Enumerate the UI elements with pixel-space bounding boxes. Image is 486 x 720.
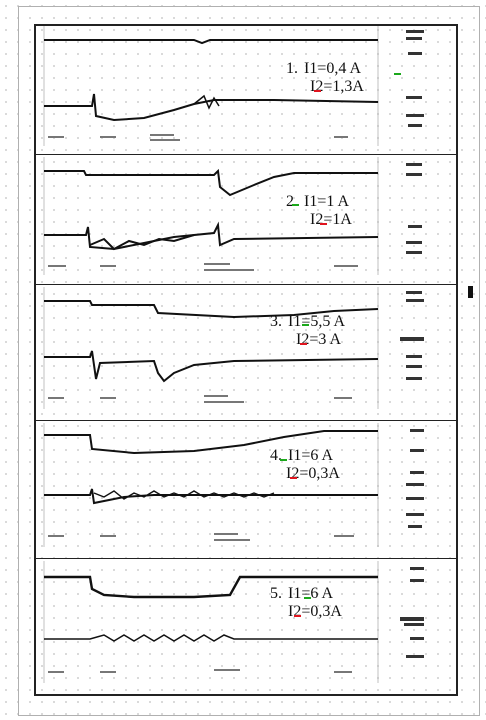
oscillogram-1-traces [43,26,424,146]
oscillogram-stack [34,24,458,696]
oscillogram-panel-1: 1. I1=0,4 A I2=1,3A [34,24,458,155]
oscillogram-2-traces [43,157,422,275]
red-mark [320,223,327,225]
oscillogram-panel-3: 3. I1=5,5 A I2=3 A [34,285,458,421]
red-mark [300,343,307,345]
label-current-1: I1=1 A [304,193,350,210]
trace-lower [44,634,378,642]
oscillogram-4-traces [43,423,424,547]
label-line-1: 3. [270,313,282,330]
red-mark [314,90,321,92]
label-current-2: I2=1,3A [310,78,364,95]
green-mark [292,204,299,206]
trace-upper [44,168,378,197]
label-current-2: I2=1A [310,211,352,228]
oscillogram-5-traces [43,561,424,683]
oscillogram-panel-5: 5. I1=6 A I2=0,3A [34,559,458,696]
label-line-1: 4. [270,447,282,464]
label-current-1: I1=0,4 A [304,60,362,77]
trace-lower [44,488,378,505]
label-line-1: 5. [270,585,282,602]
trace-lower [44,93,379,122]
edge-marker [468,286,473,298]
trace-upper [44,575,378,599]
green-mark [302,324,309,326]
label-current-1: I1=6 A [288,585,334,602]
label-current-2: I2=0,3A [288,603,342,620]
label-current-1: I1=5,5 A [288,313,346,330]
oscillogram-panel-2: 2. I1=1 A I2=1A [34,155,458,285]
page-border [18,6,480,716]
oscillogram-panel-4: 4. I1=6 A I2=0,3A [34,421,458,559]
red-mark [290,477,297,479]
trace-upper [44,430,378,455]
label-current-2: I2=3 A [296,331,342,348]
trace-upper [44,39,378,45]
label-current-2: I2=0,3A [286,465,340,482]
label-current-1: I1=6 A [288,447,334,464]
green-mark [304,597,311,599]
label-line-1: 1. [286,60,298,77]
oscillogram-3-traces [43,287,424,409]
trace-lower [44,350,379,383]
red-mark [294,615,301,617]
green-mark [280,459,287,461]
green-mark [394,73,401,75]
trace-upper [44,300,379,319]
label-line-1: 2. [286,193,298,210]
